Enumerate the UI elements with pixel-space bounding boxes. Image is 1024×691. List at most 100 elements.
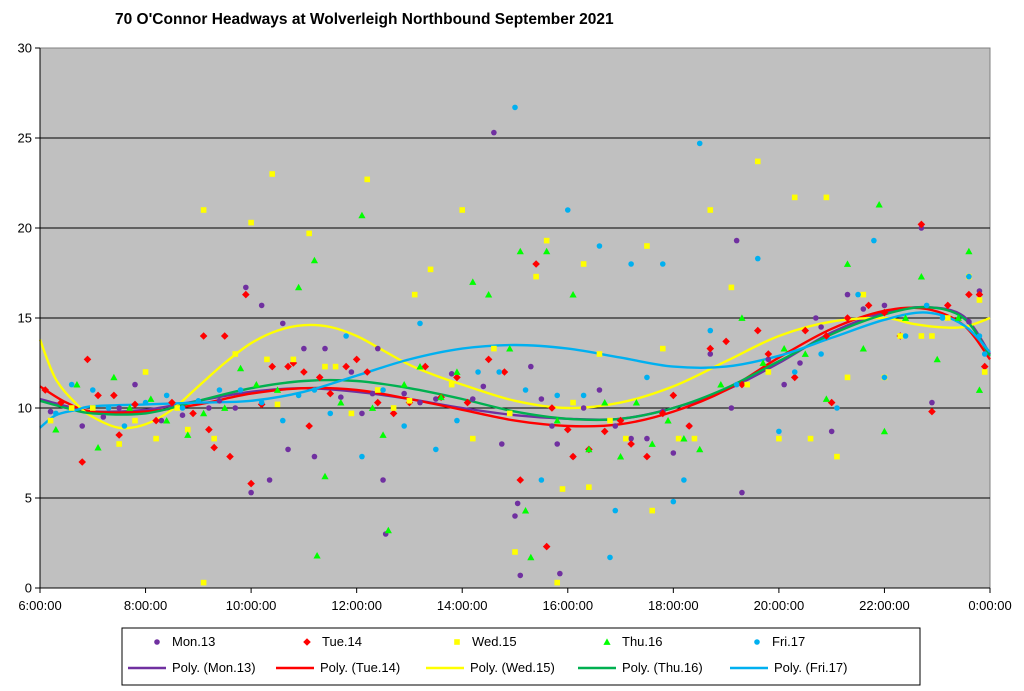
data-point	[570, 399, 576, 406]
data-point	[47, 417, 54, 424]
data-point	[369, 390, 376, 397]
data-point	[500, 368, 509, 376]
data-point	[131, 400, 139, 409]
data-point	[944, 315, 951, 321]
data-point	[242, 290, 250, 299]
data-point	[596, 351, 603, 357]
data-point	[628, 261, 634, 267]
data-point	[374, 345, 381, 352]
data-point	[596, 243, 603, 249]
data-point	[557, 570, 563, 577]
data-point	[612, 423, 619, 429]
data-point	[78, 458, 87, 466]
data-point	[659, 261, 666, 267]
data-point	[514, 500, 521, 507]
data-point	[871, 237, 877, 244]
data-point	[401, 423, 407, 429]
x-tick-label: 22:00:00	[859, 598, 910, 613]
data-point	[580, 405, 587, 411]
data-point	[163, 392, 170, 399]
data-point	[380, 387, 386, 393]
y-tick-label: 30	[18, 41, 32, 56]
data-point	[707, 351, 714, 357]
data-point	[966, 318, 972, 325]
data-point	[929, 399, 935, 406]
data-point	[564, 207, 571, 213]
data-point	[327, 410, 334, 417]
data-point	[421, 362, 430, 371]
data-point	[669, 391, 678, 400]
data-point	[754, 255, 761, 262]
data-point	[448, 381, 455, 388]
data-point	[706, 344, 715, 353]
grid-layer	[40, 137, 990, 499]
trendline-poly-wed-15	[38, 316, 991, 430]
data-point	[975, 290, 984, 299]
data-point	[184, 426, 191, 433]
data-point	[818, 351, 824, 357]
data-point	[348, 369, 355, 375]
data-point	[512, 104, 518, 111]
data-point	[68, 405, 75, 411]
data-point	[781, 381, 787, 388]
data-point	[860, 306, 867, 312]
data-point	[827, 398, 836, 407]
data-point	[311, 387, 318, 393]
data-point	[368, 404, 377, 411]
data-point	[358, 211, 366, 219]
data-point	[210, 443, 218, 452]
data-point	[707, 327, 714, 334]
data-point	[843, 260, 852, 267]
x-tick-label: 12:00:00	[331, 598, 382, 613]
data-point	[463, 398, 472, 407]
data-point	[543, 237, 550, 244]
data-point	[685, 422, 693, 430]
data-point	[607, 417, 613, 424]
legend-label: Poly. (Fri.17)	[774, 660, 847, 675]
data-point	[658, 409, 667, 418]
chart-title: 70 O'Connor Headways at Wolverleigh Nort…	[115, 11, 614, 28]
data-point	[52, 426, 60, 433]
data-point	[247, 479, 255, 488]
data-point	[475, 369, 481, 375]
data-point	[834, 453, 840, 460]
data-point	[759, 359, 767, 366]
data-point	[147, 395, 155, 402]
data-point	[237, 387, 244, 393]
series-thu-16	[52, 201, 984, 561]
data-point	[801, 350, 809, 357]
data-point	[337, 399, 345, 406]
y-tick-label: 20	[18, 221, 32, 236]
data-point	[580, 261, 587, 267]
data-point	[843, 314, 852, 322]
data-point	[864, 301, 873, 310]
data-point	[401, 390, 407, 397]
series-tue-14	[41, 220, 989, 551]
legend-label: Wed.15	[472, 634, 517, 649]
x-tick-label: 8:00:00	[124, 598, 167, 613]
legend-label: Mon.13	[172, 634, 215, 649]
data-point	[322, 363, 328, 370]
data-point	[728, 405, 735, 411]
data-point	[855, 291, 861, 298]
data-point	[954, 314, 962, 321]
data-point	[521, 507, 530, 514]
data-point	[342, 362, 350, 371]
data-point	[384, 526, 392, 534]
trendline-layer	[38, 305, 992, 430]
data-point	[195, 398, 202, 404]
data-point	[681, 477, 687, 483]
data-point	[923, 302, 930, 309]
data-point	[738, 380, 746, 389]
data-point	[406, 398, 413, 404]
data-point	[100, 414, 107, 420]
data-point	[791, 369, 798, 375]
data-point	[179, 405, 186, 411]
data-point	[121, 423, 128, 429]
data-point	[332, 363, 339, 370]
data-point	[416, 363, 424, 370]
series-fri-17	[53, 104, 988, 561]
data-point	[717, 381, 725, 388]
data-point	[965, 247, 973, 255]
